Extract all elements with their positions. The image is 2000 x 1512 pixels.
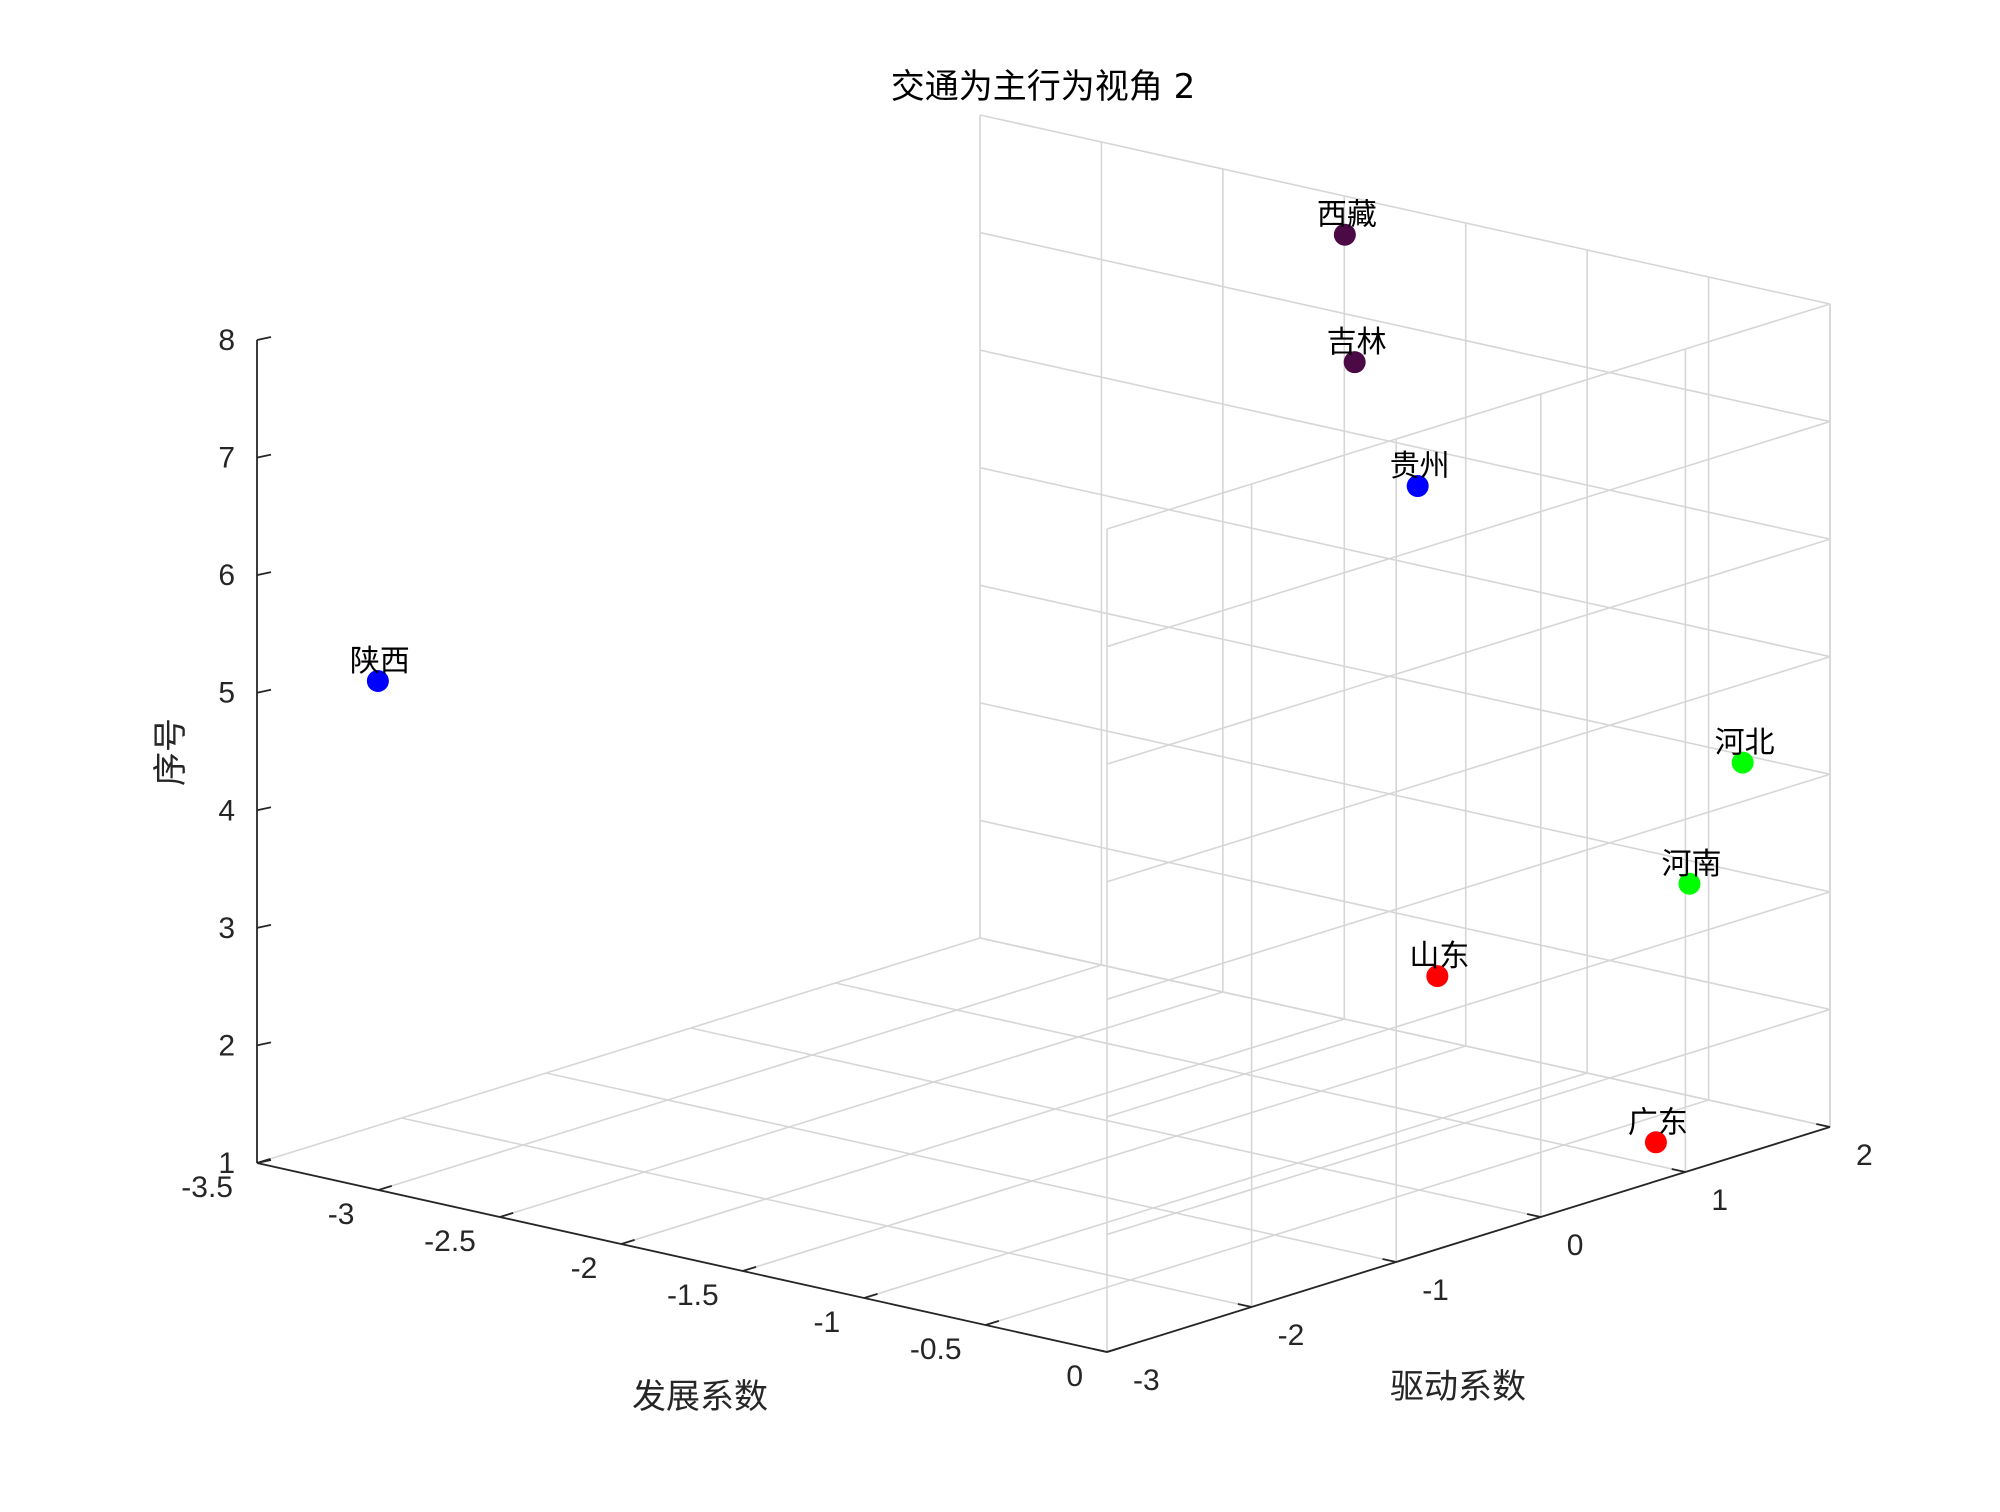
x-tick-mark: [621, 1238, 635, 1245]
z-tick-label: 2: [218, 1029, 235, 1062]
y-tick-label: -2: [1278, 1319, 1305, 1352]
data-point-label: 陕西: [350, 644, 410, 679]
y-axis-label: 驱动系数: [1390, 1367, 1526, 1407]
left-wall-grid-line: [979, 114, 1831, 305]
z-axis-label: 序号: [151, 718, 191, 786]
data-point-label: 广东: [1628, 1105, 1688, 1140]
y-tick-label: 1: [1711, 1184, 1728, 1217]
y-tick-mark: [1671, 1168, 1686, 1173]
floor-grid-line: [401, 1117, 1252, 1308]
axis-layer: [256, 340, 1831, 1353]
floor-grid-line: [690, 1027, 1541, 1218]
data-point-label: 贵州: [1390, 449, 1450, 484]
y-tick-mark: [1526, 1213, 1541, 1218]
x-tick-label: -3.5: [181, 1171, 233, 1204]
left-wall-grid-line: [979, 231, 1831, 423]
floor-grid-line: [835, 982, 1686, 1173]
z-tick-mark: [256, 806, 272, 812]
tick-layer: -3.5 -3 -2.5 -2 -1.5 -1 -0.5 0 -3 -2 -1 0 1 2 1 2 3 4 5 6 7 8: [181, 324, 1872, 1397]
z-tick-mark: [256, 1159, 272, 1164]
y-tick-label: 2: [1856, 1139, 1873, 1172]
z-tick-label: 3: [218, 912, 235, 945]
x-tick-mark: [742, 1265, 757, 1272]
left-wall-grid-line: [979, 349, 1831, 540]
data-point-label: 西藏: [1317, 198, 1377, 233]
x-tick-label: -2: [571, 1252, 598, 1285]
x-tick-label: -1: [813, 1306, 840, 1339]
x-tick-mark: [863, 1292, 878, 1299]
data-point: [1426, 965, 1449, 988]
y-tick-mark: [1382, 1258, 1397, 1263]
x-tick-mark: [378, 1184, 393, 1191]
data-point-label: 河南: [1661, 847, 1721, 882]
x-axis-label: 发展系数: [632, 1377, 768, 1417]
y-tick-mark: [1093, 1348, 1108, 1353]
right-wall-grid-line: [1106, 538, 1831, 765]
point-layer: 广东 山东 河南 河北 陕西 贵州 吉林 西藏: [350, 198, 1775, 1154]
z-tick-mark: [256, 336, 272, 341]
floor-grid-line: [378, 964, 1102, 1191]
data-point: [1644, 1131, 1667, 1154]
y-tick-mark: [1816, 1123, 1831, 1128]
data-point-label: 吉林: [1327, 325, 1387, 360]
x-tick-label: 0: [1066, 1360, 1083, 1393]
z-tick-label: 4: [218, 794, 235, 827]
z-tick-label: 1: [218, 1147, 235, 1180]
z-tick-mark: [256, 688, 272, 694]
x-tick-label: -1.5: [667, 1279, 719, 1312]
floor-grid-line: [621, 1018, 1345, 1245]
floor-grid-line: [546, 1072, 1397, 1263]
right-wall-grid-line: [1106, 303, 1831, 530]
left-wall-grid-line: [979, 702, 1831, 893]
z-tick-mark: [256, 1041, 272, 1047]
right-wall-grid-line: [1106, 655, 1831, 883]
x-tick-label: -0.5: [910, 1333, 962, 1366]
right-wall-grid-line: [1106, 1008, 1831, 1236]
z-tick-label: 7: [218, 442, 235, 475]
x-tick-mark: [985, 1319, 1000, 1326]
data-point-label: 山东: [1409, 939, 1469, 974]
floor-grid-line: [742, 1045, 1466, 1272]
data-point: [1333, 223, 1356, 246]
floor-grid-line: [256, 937, 981, 1164]
left-wall-grid-line: [979, 819, 1831, 1011]
right-wall-grid-line: [1106, 420, 1831, 648]
floor-grid-line: [499, 991, 1224, 1218]
x-tick-mark: [1106, 1346, 1121, 1353]
z-tick-mark: [256, 571, 272, 577]
floor-grid-line: [863, 1072, 1588, 1299]
data-point: [1343, 351, 1366, 374]
y-tick-label: -1: [1422, 1274, 1449, 1307]
z-tick-label: 6: [218, 559, 235, 592]
data-point: [1678, 872, 1701, 895]
data-point: [1731, 751, 1754, 774]
right-wall-grid-line: [1106, 773, 1831, 1001]
chart-title: 交通为主行为视角 2: [891, 67, 1195, 107]
grid-layer: [256, 114, 1831, 1353]
left-wall-grid-line: [979, 584, 1831, 776]
data-point: [366, 670, 389, 693]
z-tick-mark: [256, 453, 272, 459]
data-point-label: 河北: [1715, 726, 1775, 761]
x-axis-line: [256, 1162, 1108, 1353]
left-wall-grid-line: [979, 937, 1831, 1128]
data-point: [1406, 475, 1429, 498]
z-tick-label: 8: [218, 324, 235, 357]
x-tick-mark: [499, 1211, 514, 1218]
z-tick-mark: [256, 923, 272, 929]
z-tick-label: 5: [218, 677, 235, 710]
y-tick-label: -3: [1133, 1364, 1160, 1397]
left-wall-grid-line: [979, 466, 1831, 658]
floor-grid-line: [985, 1099, 1709, 1326]
x-tick-label: -2.5: [424, 1225, 476, 1258]
right-wall-grid-line: [1106, 891, 1831, 1118]
y-axis-line: [1106, 1126, 1831, 1353]
y-tick-label: 0: [1567, 1229, 1584, 1262]
x-tick-label: -3: [328, 1198, 355, 1231]
y-tick-mark: [1237, 1303, 1252, 1308]
